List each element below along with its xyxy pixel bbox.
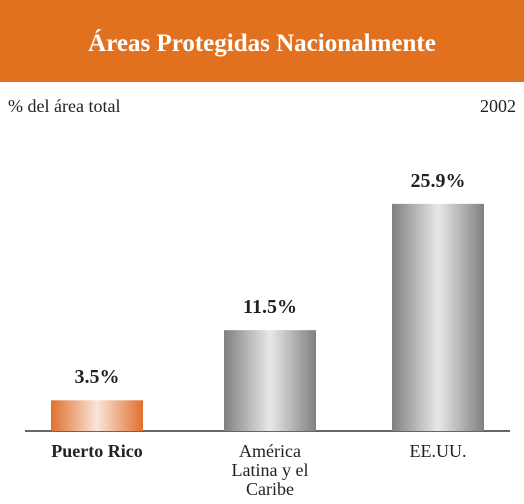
x-tick-label: Puerto Rico xyxy=(51,441,143,461)
bar xyxy=(51,400,143,431)
subtitle: % del área total xyxy=(8,96,121,116)
data-label: 11.5% xyxy=(243,296,297,319)
data-label: 25.9% xyxy=(410,169,466,192)
header-band xyxy=(0,0,524,82)
data-label: 3.5% xyxy=(74,366,120,389)
x-tick-label: EE.UU. xyxy=(409,441,467,461)
bar xyxy=(392,203,484,431)
bar xyxy=(224,330,316,431)
chart-title: Áreas Protegidas Nacionalmente xyxy=(88,30,436,57)
x-tick-label: América Latina y el Caribe xyxy=(231,441,309,499)
annotation: 2002 xyxy=(480,96,516,116)
